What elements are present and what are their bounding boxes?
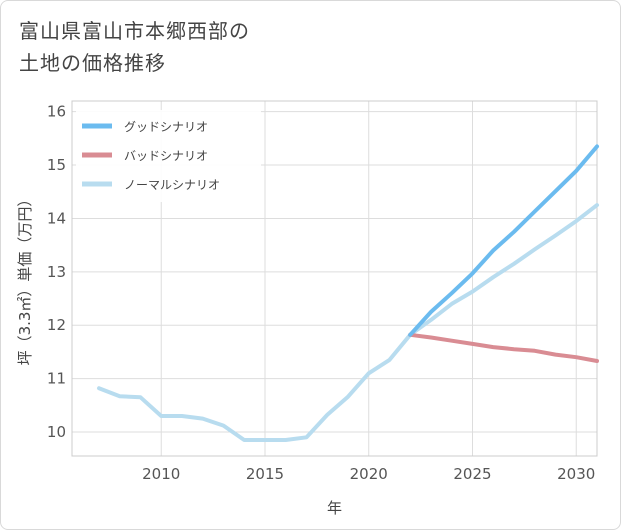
x-tick-label: 2025	[453, 465, 491, 483]
series-lines	[97, 144, 599, 442]
series-line-0	[408, 144, 599, 337]
series-line-1	[408, 332, 599, 363]
x-tick-label: 2030	[557, 465, 595, 483]
y-tick-label: 15	[47, 156, 66, 174]
y-tick-label: 13	[47, 263, 66, 281]
grid-lines	[72, 101, 597, 456]
chart-title-line1: 富山県富山市本郷西部の	[19, 19, 250, 43]
y-tick-label: 12	[47, 316, 66, 334]
x-tick-label: 2020	[350, 465, 388, 483]
plot-area-frame	[71, 100, 598, 457]
chart-title-line2: 土地の価格推移	[19, 51, 166, 75]
chart-title: 富山県富山市本郷西部の 土地の価格推移	[19, 15, 579, 79]
series-line-2	[97, 203, 599, 442]
y-axis-label: 坪（3.3㎡）単価（万円）	[16, 192, 34, 366]
x-tick-label: 2010	[142, 465, 180, 483]
x-axis-label: 年	[327, 499, 342, 517]
legend-label: バッドシナリオ	[124, 149, 208, 163]
legend-label: ノーマルシナリオ	[124, 178, 220, 192]
y-tick-label: 14	[47, 209, 66, 227]
x-tick-label: 2015	[246, 465, 284, 483]
y-tick-label: 10	[47, 423, 66, 441]
y-tick-label: 11	[47, 370, 66, 388]
axis-ticks: 2010 2015 2020 2025 2030 10 11 12 13 14 15 16	[47, 103, 595, 483]
legend-label: グッドシナリオ	[124, 120, 208, 134]
y-tick-label: 16	[47, 103, 66, 121]
